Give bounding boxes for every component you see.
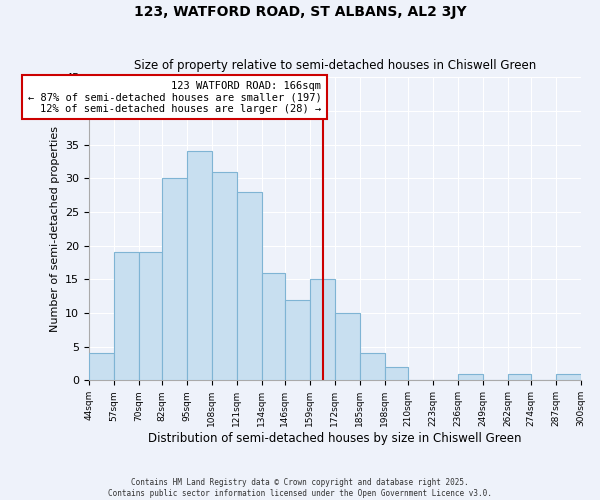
Bar — [508, 374, 530, 380]
Bar — [458, 374, 482, 380]
Bar — [359, 354, 385, 380]
Bar — [187, 152, 212, 380]
Bar — [114, 252, 139, 380]
Bar — [385, 367, 407, 380]
Text: Contains HM Land Registry data © Crown copyright and database right 2025.
Contai: Contains HM Land Registry data © Crown c… — [108, 478, 492, 498]
Bar — [89, 354, 114, 380]
Bar — [285, 300, 310, 380]
Bar — [139, 252, 162, 380]
Title: Size of property relative to semi-detached houses in Chiswell Green: Size of property relative to semi-detach… — [134, 59, 536, 72]
Y-axis label: Number of semi-detached properties: Number of semi-detached properties — [50, 126, 59, 332]
Bar — [335, 313, 359, 380]
Bar — [556, 374, 581, 380]
Bar — [212, 172, 237, 380]
Bar — [237, 192, 262, 380]
Bar — [310, 280, 335, 380]
Text: 123, WATFORD ROAD, ST ALBANS, AL2 3JY: 123, WATFORD ROAD, ST ALBANS, AL2 3JY — [134, 5, 466, 19]
Bar — [262, 272, 285, 380]
Text: 123 WATFORD ROAD: 166sqm
← 87% of semi-detached houses are smaller (197)
12% of : 123 WATFORD ROAD: 166sqm ← 87% of semi-d… — [28, 80, 321, 114]
Bar — [162, 178, 187, 380]
X-axis label: Distribution of semi-detached houses by size in Chiswell Green: Distribution of semi-detached houses by … — [148, 432, 521, 445]
